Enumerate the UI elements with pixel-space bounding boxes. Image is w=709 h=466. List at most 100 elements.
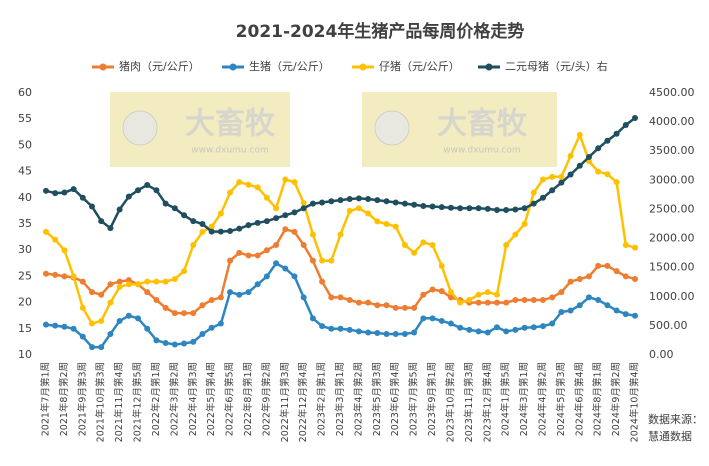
data-point <box>227 189 234 196</box>
data-point <box>503 328 510 335</box>
data-point <box>576 302 583 309</box>
x-tick-label: 2024年1月第5周 <box>500 362 512 436</box>
data-point <box>227 257 234 264</box>
y-tick-label: 20 <box>18 296 32 309</box>
data-point <box>144 181 151 188</box>
y-tick-label: 60 <box>18 86 32 99</box>
x-tick-label: 2023年5月第3周 <box>371 362 383 436</box>
data-point <box>263 273 270 280</box>
data-point <box>107 225 114 232</box>
legend-label: 猪肉（元/公斤） <box>119 60 200 73</box>
data-point <box>613 307 620 314</box>
watermark-logo <box>122 110 158 146</box>
y-tick-label: 50 <box>18 138 32 151</box>
data-point <box>420 291 427 298</box>
data-point <box>116 317 123 324</box>
watermark-url: www.dxumu.com <box>443 146 520 156</box>
data-point <box>236 291 243 298</box>
data-point <box>365 210 372 217</box>
data-point <box>319 278 326 285</box>
data-point <box>503 241 510 248</box>
data-point <box>300 241 307 248</box>
data-point <box>595 296 602 303</box>
data-point <box>374 302 381 309</box>
y2-tick-label: 3500.00 <box>649 144 695 157</box>
data-point <box>79 194 86 201</box>
x-tick-label: 2023年6月第4周 <box>389 362 401 436</box>
data-point <box>346 207 353 214</box>
data-point <box>558 309 565 316</box>
data-point <box>162 339 169 346</box>
data-point <box>530 324 537 331</box>
x-tick-label: 2022年6月第5周 <box>224 362 236 436</box>
watermark-text: 大畜牧 <box>437 107 528 142</box>
x-tick-label: 2021年8月第2周 <box>58 362 70 436</box>
data-point <box>567 171 574 178</box>
data-point <box>585 273 592 280</box>
y2-tick-label: 500.00 <box>649 319 688 332</box>
x-tick-label: 2022年2月第1周 <box>150 362 162 436</box>
legend-marker <box>229 63 237 71</box>
data-point <box>89 320 96 327</box>
data-point <box>355 328 362 335</box>
data-point <box>374 218 381 225</box>
data-point <box>420 315 427 322</box>
x-tick-label: 2023年11月第3周 <box>463 362 475 442</box>
data-point <box>98 218 105 225</box>
data-point <box>595 168 602 175</box>
x-tick-label: 2021年10月第3周 <box>95 362 107 442</box>
data-point <box>438 317 445 324</box>
data-point <box>116 206 123 213</box>
data-point <box>447 204 454 211</box>
data-point <box>70 273 77 280</box>
data-point <box>171 276 178 283</box>
data-point <box>125 193 132 200</box>
data-point <box>273 241 280 248</box>
data-point <box>70 325 77 332</box>
data-point <box>319 323 326 330</box>
data-point <box>539 176 546 183</box>
legend-label: 生猪（元/公斤） <box>249 59 330 73</box>
data-point <box>190 218 197 225</box>
data-point <box>79 304 86 311</box>
x-tick-label: 2022年11月第3周 <box>279 362 291 442</box>
data-point <box>125 277 132 284</box>
x-tick-label: 2023年12月第4周 <box>481 362 493 442</box>
data-point <box>217 320 224 327</box>
data-point <box>245 289 252 296</box>
data-point <box>328 198 335 205</box>
data-point <box>365 329 372 336</box>
data-point <box>475 299 482 306</box>
data-point <box>392 223 399 230</box>
data-point <box>613 130 620 137</box>
data-point <box>585 294 592 301</box>
data-point <box>135 281 142 288</box>
data-point <box>43 270 49 277</box>
data-point <box>236 225 243 232</box>
data-point <box>300 200 307 207</box>
data-point <box>254 252 261 259</box>
source: 数据来源： <box>648 412 703 426</box>
data-point <box>411 329 418 336</box>
data-point <box>457 324 464 331</box>
data-point <box>447 294 454 301</box>
data-point <box>181 310 188 317</box>
x-tick-label: 2021年12月第5周 <box>132 362 144 442</box>
data-point <box>52 190 59 197</box>
data-point <box>374 197 381 204</box>
data-point <box>466 326 473 333</box>
data-point <box>521 296 528 303</box>
data-point <box>567 307 574 314</box>
data-point <box>576 276 583 283</box>
data-point <box>89 289 96 296</box>
data-point <box>79 278 86 285</box>
data-point <box>411 249 418 256</box>
x-tick-label: 2022年3月第2周 <box>168 362 180 436</box>
data-point <box>604 137 611 144</box>
data-point <box>43 228 49 235</box>
data-point <box>98 344 105 351</box>
data-point <box>475 291 482 298</box>
data-point <box>429 203 436 210</box>
data-point <box>346 296 353 303</box>
data-point <box>493 291 500 298</box>
